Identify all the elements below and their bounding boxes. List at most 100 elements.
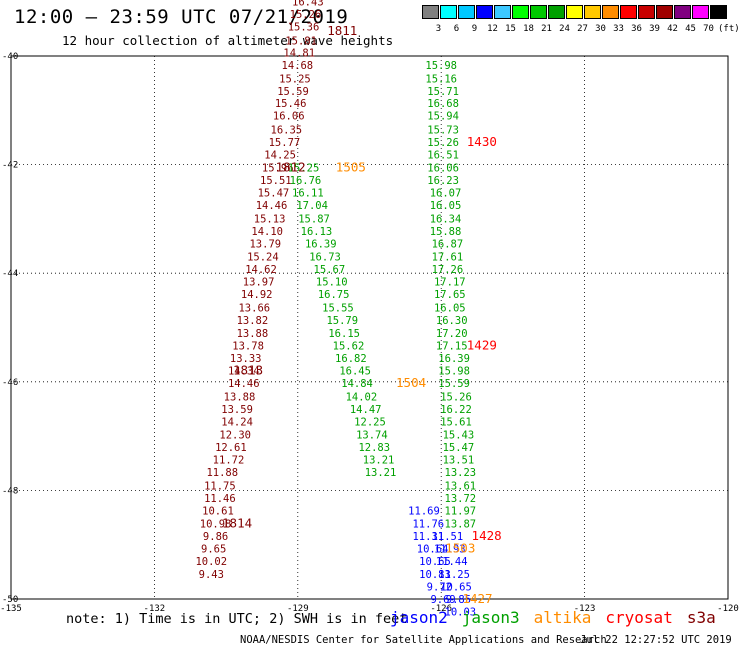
swh-data-point: 14.25 — [264, 149, 296, 161]
swh-data-point: 13.88 — [224, 391, 256, 403]
swh-data-point: 16.35 — [271, 124, 303, 136]
color-scale-label: 3 — [435, 24, 442, 34]
swh-data-point: 14.24 — [221, 416, 253, 428]
swh-data-point: 13.21 — [363, 454, 395, 466]
color-scale-label: 21 — [541, 24, 552, 34]
swh-data-point: 16.87 — [432, 238, 464, 250]
swh-data-point: 15.98 — [438, 365, 470, 377]
swh-data-point: 9.72 — [427, 582, 452, 594]
satellite-legend-cryosat: cryosat — [605, 608, 673, 627]
swh-data-point: 13.87 — [445, 519, 477, 531]
color-swatch — [710, 5, 727, 19]
track-jason2: 11.6911.7611.3110.6410.6510.839.729.6911… — [408, 505, 476, 618]
y-tick-label: -46 — [2, 378, 18, 388]
swh-data-point: 17.61 — [432, 251, 464, 263]
swh-data-point: 15.55 — [322, 302, 354, 314]
satellite-legend: jason2 jason3 altika cryosat s3a — [390, 608, 730, 627]
swh-data-point: 15.79 — [326, 315, 358, 327]
swh-data-point: 15.94 — [427, 111, 459, 123]
swh-data-point: 16.06 — [427, 162, 459, 174]
time-labels: 1811 1812 1813 1814 1505 1504 1503 1427 1430 1429… — [222, 23, 502, 606]
swh-data-point: 13.61 — [445, 481, 477, 493]
pass-time-label: 1429 — [467, 337, 497, 352]
swh-data-point: 9.65 — [201, 544, 226, 556]
swh-data-point: 16.45 — [339, 365, 371, 377]
color-swatch — [566, 5, 583, 19]
swh-data-point: 11.25 — [438, 569, 470, 581]
pass-time-label: 1430 — [467, 134, 497, 149]
swh-data-point: 12.25 — [354, 416, 386, 428]
swh-data-point: 11.69 — [408, 505, 440, 517]
color-swatch — [584, 5, 601, 19]
swh-data-point: 13.72 — [445, 493, 477, 505]
swh-data-point: 14.34 — [228, 365, 260, 377]
color-swatch — [674, 5, 691, 19]
swh-data-point: 16.30 — [436, 315, 468, 327]
color-swatch — [638, 5, 655, 19]
swh-data-point: 14.92 — [241, 289, 273, 301]
swh-data-point: 13.51 — [443, 454, 475, 466]
color-scale-label: 42 — [667, 24, 678, 34]
swh-data-point: 14.68 — [282, 60, 314, 72]
satellite-legend-s3a: s3a — [686, 608, 716, 627]
swh-data-point: 16.82 — [335, 353, 367, 365]
x-tick-label: -120 — [717, 604, 739, 614]
swh-data-point: 13.23 — [445, 467, 477, 479]
color-scale-label: 36 — [631, 24, 642, 34]
color-swatch — [440, 5, 457, 19]
swh-data-point: 15.24 — [247, 251, 279, 263]
swh-data-point: 12.30 — [219, 429, 251, 441]
color-scale-label: 24 — [559, 24, 570, 34]
color-scale-label: 39 — [649, 24, 660, 34]
swh-data-point: 16.11 — [292, 187, 324, 199]
axis-tick-labels: -135 -132 -129 -126 -123 -120 -50 -48 -46 -44 -42 -… — [0, 52, 739, 614]
swh-data-point: 15.77 — [269, 137, 301, 149]
swh-data-point: 9.69 — [430, 594, 455, 606]
y-tick-label: -48 — [2, 486, 18, 496]
plot-frame — [10, 55, 729, 600]
swh-data-point: 14.84 — [341, 378, 373, 390]
swh-data-point: 16.22 — [440, 404, 472, 416]
y-tick-label: -40 — [2, 52, 18, 62]
swh-data-point: 10.98 — [200, 519, 232, 531]
satellite-legend-jason2: jason2 — [390, 608, 448, 627]
swh-data-point: 9.85 — [446, 594, 471, 606]
color-swatch — [512, 5, 529, 19]
swh-data-point: 13.33 — [230, 353, 262, 365]
x-tick-label: -126 — [430, 604, 452, 614]
swh-data-point: 15.71 — [427, 86, 459, 98]
swh-data-point: 12.83 — [358, 442, 390, 454]
swh-data-point: 15.59 — [277, 86, 309, 98]
swh-data-point: 17.04 — [296, 200, 328, 212]
x-tick-label: -123 — [574, 604, 596, 614]
swh-data-point: 10.02 — [195, 556, 227, 568]
swh-data-point: 17.65 — [434, 289, 466, 301]
color-scale-label: (ft) — [718, 24, 740, 34]
swh-data-point: 12.61 — [215, 442, 247, 454]
y-tick-label: -42 — [2, 161, 18, 171]
swh-data-point: 17.20 — [436, 328, 468, 340]
pass-time-label: 1811 — [327, 23, 357, 38]
color-scale-label: 30 — [595, 24, 606, 34]
swh-data-point: 14.47 — [350, 404, 382, 416]
swh-data-point: 16.07 — [430, 187, 462, 199]
color-scale-label: 18 — [523, 24, 534, 34]
track-jason3: 15.9815.1615.7116.6815.9415.7315.2616.51… — [425, 60, 476, 530]
swh-data-point: 16.05 — [434, 302, 466, 314]
swh-data-point: 16.76 — [290, 175, 322, 187]
color-swatch — [602, 5, 619, 19]
swh-data-point: 15.26 — [290, 9, 322, 21]
swh-data-point: 13.21 — [365, 467, 397, 479]
color-swatch — [530, 5, 547, 19]
swh-data-point: 14.10 — [251, 226, 283, 238]
swh-data-point: 16.51 — [427, 149, 459, 161]
color-scale-label: 27 — [577, 24, 588, 34]
color-swatch — [422, 5, 439, 19]
swh-data-point: 16.43 — [292, 0, 324, 9]
swh-data-point: 11.88 — [206, 467, 238, 479]
swh-data-point: 11.44 — [436, 556, 468, 568]
swh-data-point: 15.26 — [427, 137, 459, 149]
swh-data-point: 16.73 — [309, 251, 341, 263]
swh-data-point: 11.72 — [213, 454, 245, 466]
color-swatch — [494, 5, 511, 19]
